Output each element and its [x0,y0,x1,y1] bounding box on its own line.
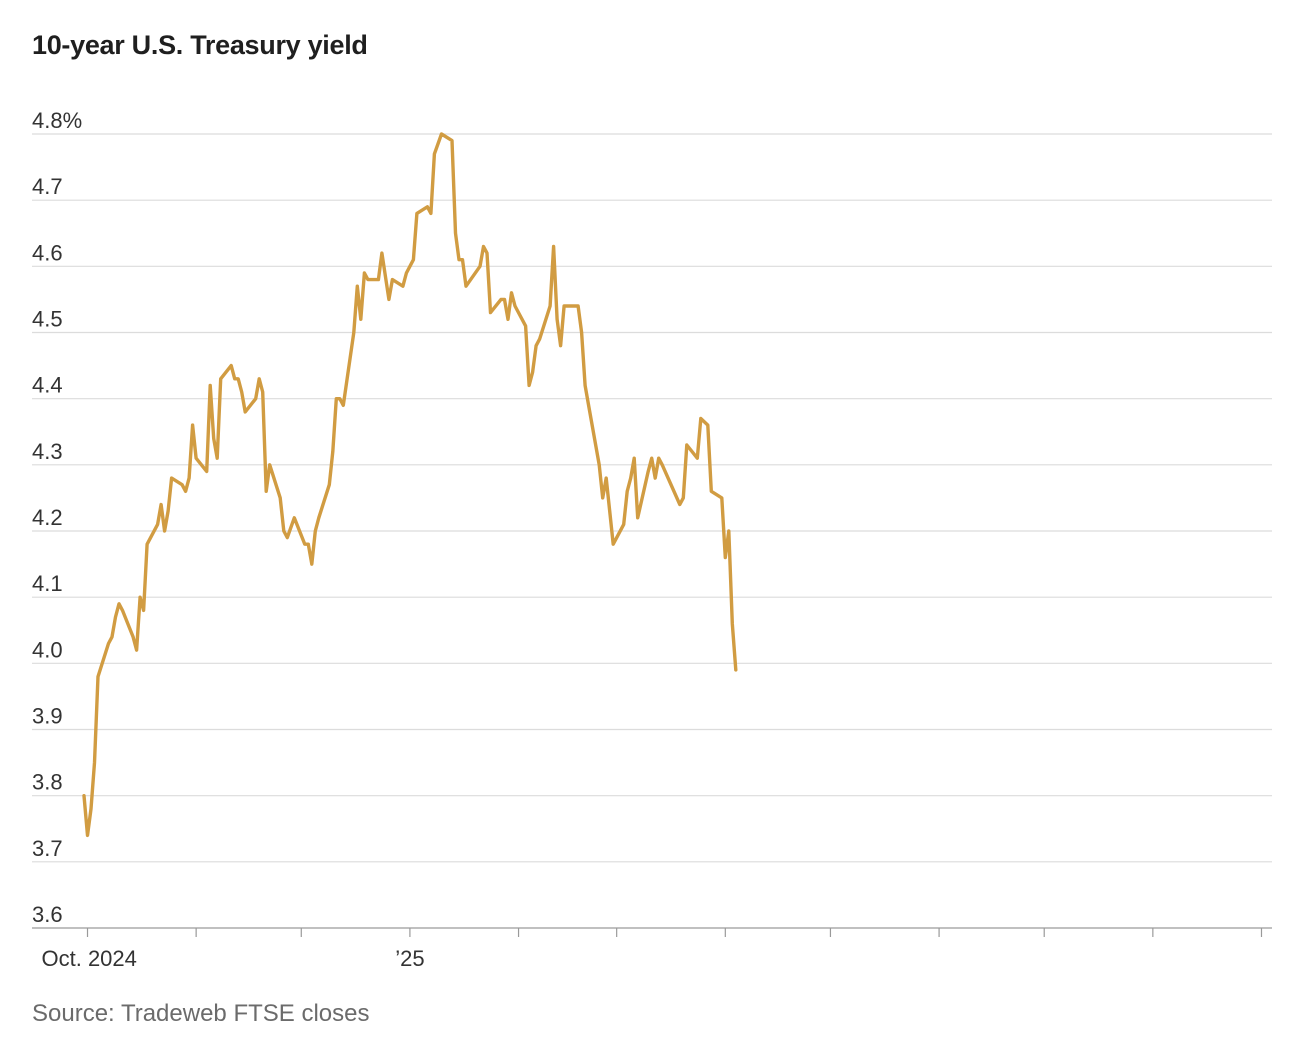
y-tick-label: 4.2 [32,505,63,530]
y-tick-label: 4.0 [32,637,63,662]
y-tick-label: 3.9 [32,704,63,729]
gridlines [32,133,1272,863]
series-line [82,132,738,838]
series-layer [82,132,738,838]
y-tick-label: 4.6 [32,240,63,265]
y-tick-label: 4.7 [32,174,63,199]
y-tick-label: 4.5 [32,307,63,332]
y-tick-label: 4.8% [32,108,82,133]
y-tick-label: 4.4 [32,373,63,398]
x-tick-label: Oct. 2024 [42,946,137,971]
y-tick-label: 3.6 [32,902,63,927]
y-tick-label: 4.1 [32,571,63,596]
chart-title: 10-year U.S. Treasury yield [32,30,368,60]
y-axis-tick-labels: 4.8% 4.7 4.6 4.5 4.4 4.3 4.2 4.1 4.0 3.9 3.8 3.7 3.6 [32,108,82,927]
chart-plot: 4.8% 4.7 4.6 4.5 4.4 4.3 4.2 4.1 4.0 3.9 3.8 3.7 3.6… [32,108,1272,971]
y-tick-label: 3.8 [32,770,63,795]
x-tick-label: ’25 [395,946,424,971]
x-axis-tick-labels: Oct. 2024 ’25 [42,946,425,971]
x-axis [32,927,1272,937]
source-note: Source: Tradeweb FTSE closes [32,1000,370,1027]
y-tick-label: 3.7 [32,836,63,861]
y-tick-label: 4.3 [32,439,63,464]
